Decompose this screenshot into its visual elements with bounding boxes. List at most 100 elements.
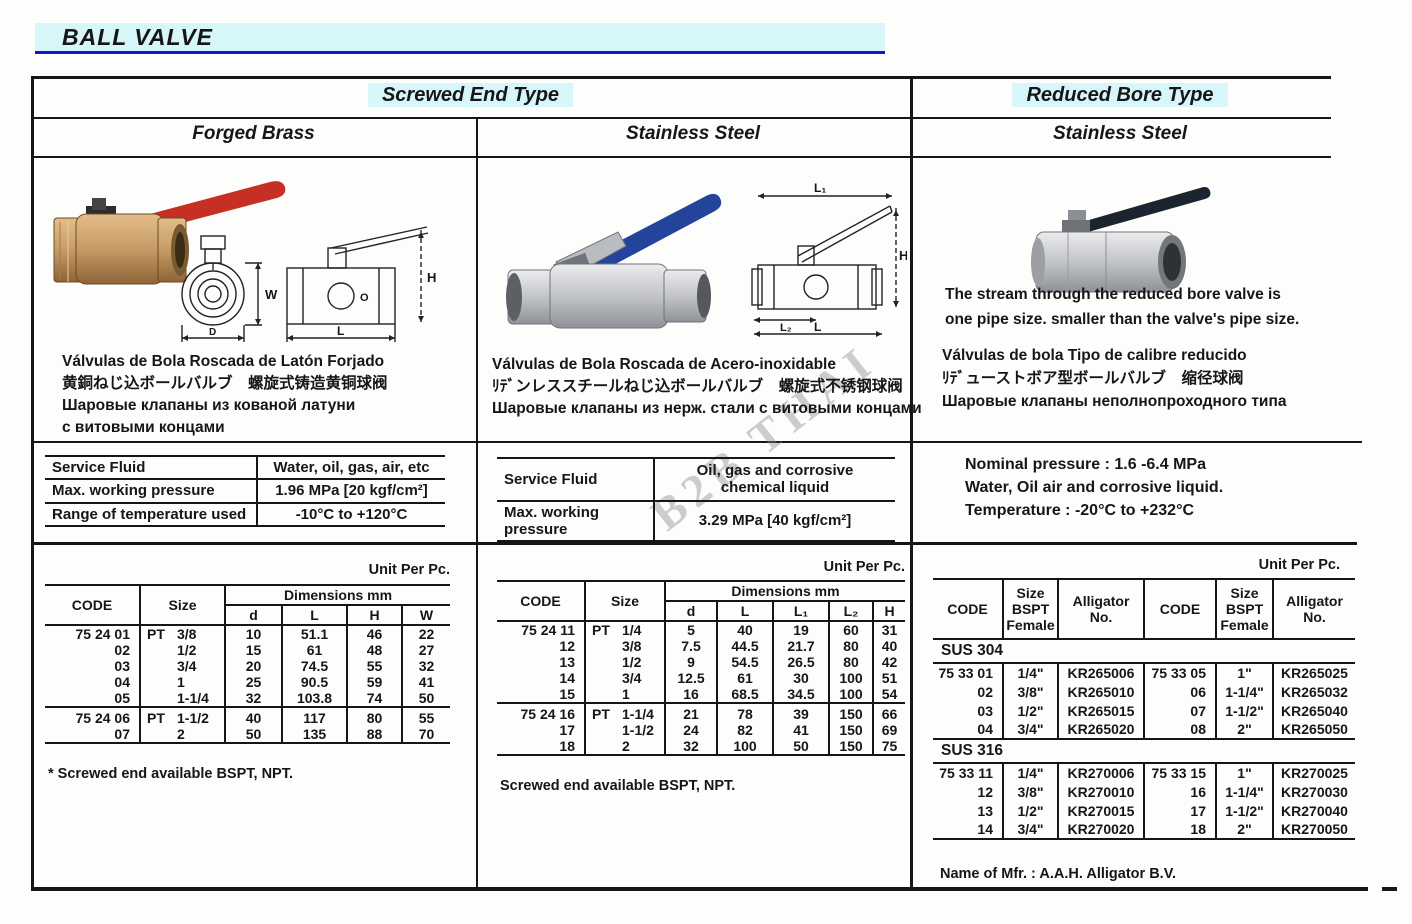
reduced-bore-valve-photo [1031, 187, 1211, 293]
col-header-size: Size [139, 585, 225, 627]
frame-line [31, 441, 1362, 443]
unit-note: Unit Per Pc. [1258, 557, 1340, 573]
table-header-row: CODE Size Dimensions mm [497, 581, 905, 623]
caption-ru2: с витовыми концами [62, 419, 225, 436]
stainless-captions: Válvulas de Bola Roscada de Acero-inoxid… [492, 354, 922, 420]
caption-es: Válvulas de Bola Roscada de Acero-inoxid… [492, 356, 836, 373]
dim-label-d: D [209, 327, 216, 338]
col-header-size: Size BSPT Female [1002, 579, 1058, 640]
reduced-bore-code-table: CODE Size BSPT Female Alligator No. CODE… [933, 578, 1355, 840]
dim-label-h: H [427, 270, 436, 285]
table-row: 03 3/4 20 74.5 55 32 [45, 658, 451, 675]
table-row: 75 24 11 PT 1/4 5 40 19 60 31 [497, 621, 905, 639]
table-subheader-row: d L H W [45, 605, 451, 627]
forged-brass-size-table: CODE Size Dimensions mm d L H W 75 24 01… [45, 584, 451, 745]
caption-es: Válvulas de bola Tipo de calibre reducid… [942, 347, 1247, 364]
dim-label-l: L [337, 324, 344, 338]
table-row: 75 24 01 PT 3/8 10 51.1 46 22 [45, 625, 451, 643]
caption-ru: Шаровые клапаны неполнопроходного типа [942, 393, 1287, 410]
table-row: 18 2 32 100 50 150 75 [497, 738, 905, 756]
reduced-bore-captions: Válvulas de bola Tipo de calibre reducid… [942, 344, 1286, 413]
black-handle [1082, 187, 1211, 232]
forged-brass-valve-photo [53, 181, 286, 285]
stainless-technical-drawing: L₁ H L₂ L [751, 181, 907, 337]
table-row: 75 24 06 PT 1-1/2 40 117 80 55 [45, 706, 451, 727]
column-divider [476, 117, 478, 891]
group-label: SUS 316 [933, 738, 1355, 764]
caption-ru: Шаровые клапаны из кованой латуни [62, 397, 356, 414]
spec-row: Service Fluid Water, oil, gas, air, etc [45, 456, 445, 481]
title-highlight-bar [35, 23, 885, 53]
table-row: 12 3/8" KR270010 16 1-1/4" KR270030 [933, 782, 1355, 801]
page-title: BALL VALVE [62, 24, 213, 50]
table-row: 04 1 25 90.5 59 41 [45, 674, 451, 691]
caption-jp-cn: 黄銅ねじ込ボールバルブ 螺旋式铸造黄铜球阀 [62, 375, 388, 392]
frame-dash [1382, 887, 1397, 891]
section-screwed-end-type: Screwed End Type [31, 83, 910, 107]
table-row: 02 3/8" KR265010 06 1-1/4" KR265032 [933, 682, 1355, 701]
group-label-row: SUS 304 [933, 638, 1355, 664]
col-header-code: CODE [1143, 579, 1216, 640]
table-row: 14 3/4 12.5 61 30 100 51 [497, 670, 905, 687]
col-header-code: CODE [497, 581, 585, 623]
dim-label-o: O [360, 292, 369, 304]
col-header-code: CODE [45, 585, 140, 627]
forged-brass-spec-table: Service Fluid Water, oil, gas, air, etc … [45, 455, 445, 527]
reduced-bore-specs: Nominal pressure : 1.6 -6.4 MPa Water, O… [965, 453, 1223, 522]
col-header-size: Size BSPT Female [1215, 579, 1273, 640]
frame-line-bottom [31, 887, 1368, 891]
blue-handle [564, 193, 722, 284]
col-header-size: Size [584, 581, 665, 623]
table-row: 13 1/2 9 54.5 26.5 80 42 [497, 654, 905, 671]
table-row: 15 1 16 68.5 34.5 100 54 [497, 686, 905, 704]
table-row: 03 1/2" KR265015 07 1-1/2" KR265040 [933, 701, 1355, 720]
stainless-valve-photo [506, 193, 722, 329]
col-header-dimensions: Dimensions mm [664, 581, 905, 603]
table-header-row: CODE Size BSPT Female Alligator No. CODE… [933, 579, 1355, 640]
table-row: 12 3/8 7.5 44.5 21.7 80 40 [497, 638, 905, 655]
title-underline [35, 51, 885, 54]
spec-fluids: Water, Oil air and corrosive liquid. [965, 479, 1224, 496]
column-title-stainless-screwed: Stainless Steel [625, 123, 761, 144]
stainless-size-table: CODE Size Dimensions mm d L L₁ L₂ H 75 2… [497, 580, 905, 757]
reduced-bore-description: The stream through the reduced bore valv… [945, 286, 1300, 328]
table-row: 75 24 16 PT 1-1/4 21 78 39 150 66 [497, 702, 905, 723]
frame-line-left [31, 76, 34, 891]
section-reduced-bore-type: Reduced Bore Type [910, 83, 1330, 107]
dim-label-l: L [814, 320, 821, 334]
footnote: Screwed end available BSPT, NPT. [500, 778, 736, 794]
table-row: 14 3/4" KR270020 18 2" KR270050 [933, 820, 1355, 839]
group-label-row: SUS 316 [933, 738, 1355, 764]
table-row: 75 33 01 1/4" KR265006 75 33 05 1" KR265… [933, 663, 1355, 682]
col-header-dimensions: Dimensions mm [223, 585, 451, 607]
table-subheader-row: d L L₁ L₂ H [497, 601, 905, 623]
unit-note: Unit Per Pc. [823, 559, 905, 575]
col-header-alligator: Alligator No. [1057, 579, 1144, 640]
caption-jp-cn: ﾘﾃﾞューストボア型ボールバルブ 缩径球阀 [942, 370, 1244, 387]
col-header-code: CODE [933, 579, 1003, 640]
column-title-stainless-reduced: Stainless Steel [1052, 123, 1188, 144]
col-header-alligator: Alligator No. [1272, 579, 1355, 640]
table-row: 04 3/4" KR265020 08 2" KR265050 [933, 720, 1355, 739]
forged-brass-technical-drawing: W H O L D [181, 226, 436, 342]
dim-label-l1: L₁ [814, 181, 826, 195]
spec-row: Service Fluid Oil, gas and corrosive che… [497, 458, 895, 502]
dim-label-l2: L₂ [780, 322, 792, 334]
frame-line [31, 76, 1331, 79]
spec-row: Max. working pressure 3.29 MPa [40 kgf/c… [497, 500, 895, 542]
column-divider [910, 76, 913, 891]
spec-row: Max. working pressure 1.96 MPa [20 kgf/c… [45, 479, 445, 504]
forged-brass-captions: Válvulas de Bola Roscada de Latón Forjad… [62, 351, 388, 439]
table-row: 13 1/2" KR270015 17 1-1/2" KR270040 [933, 801, 1355, 820]
table-header-row: CODE Size Dimensions mm [45, 585, 451, 627]
spec-nominal-pressure: Nominal pressure : 1.6 -6.4 MPa [965, 456, 1206, 473]
manufacturer-note: Name of Mfr. : A.A.H. Alligator B.V. [940, 866, 1177, 882]
frame-line [31, 156, 1331, 158]
dim-label-h: H [899, 248, 907, 263]
frame-line [31, 117, 1331, 119]
caption-ru: Шаровые клапаны из нерж. стали с витовым… [492, 400, 922, 417]
table-row: 07 2 50 135 88 70 [45, 726, 451, 744]
spec-temperature: Temperature : -20°C to +232°C [965, 502, 1195, 519]
dim-label-w: W [265, 287, 278, 302]
